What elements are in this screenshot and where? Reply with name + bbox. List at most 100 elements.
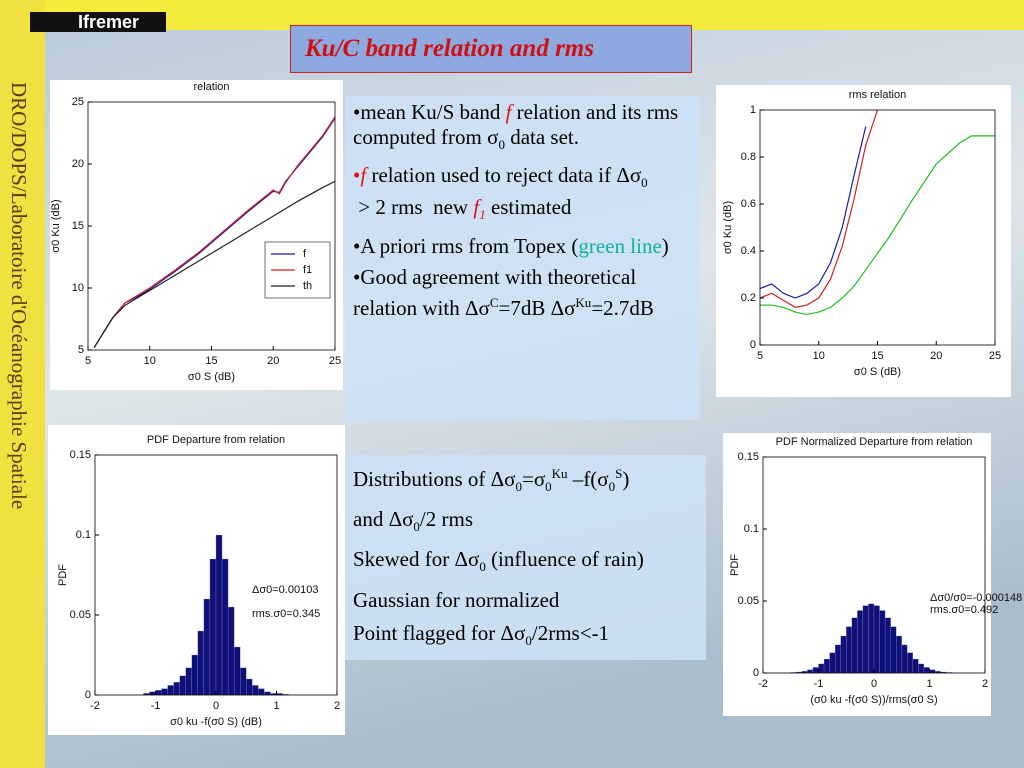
- x-tick-label: 15: [871, 350, 883, 362]
- text: =σ: [522, 467, 546, 491]
- y-tick-label: 0: [85, 689, 91, 701]
- bullet: •Good agreement with theoretical relatio…: [353, 265, 692, 321]
- legend-label: th: [303, 280, 312, 292]
- histogram-bar: [879, 610, 886, 674]
- text: •mean Ku/S band: [353, 100, 506, 124]
- histogram-bar: [240, 667, 247, 696]
- x-axis-label: σ0 S (dB): [854, 366, 901, 378]
- text: /2rms<-1: [531, 620, 610, 645]
- chart-title: PDF Departure from relation: [147, 434, 285, 446]
- text: •A priori rms from Topex (: [353, 233, 579, 258]
- subscript: 0: [515, 479, 523, 495]
- subscript: 0: [525, 632, 532, 648]
- text: Distributions of Δσ: [353, 467, 516, 491]
- histogram-bar: [203, 598, 211, 696]
- histogram-bar: [197, 630, 205, 696]
- histogram-bar: [929, 669, 936, 674]
- histogram-bar: [851, 617, 858, 674]
- histogram-bar: [868, 603, 875, 674]
- sidebar: DRO/DOPS/Laboratoire d'Océanographie Spa…: [0, 30, 45, 768]
- y-axis-label: σ0 Ku (dB): [722, 201, 734, 254]
- text: Skewed for Δσ: [353, 547, 480, 572]
- text: and Δσ: [353, 507, 414, 532]
- series-line: [760, 135, 995, 316]
- side-band: [0, 0, 45, 768]
- x-tick-label: 0: [213, 700, 219, 712]
- text: =2.7dB: [591, 295, 654, 320]
- text: Gaussian for normalized: [353, 587, 560, 612]
- bullet: •f relation used to reject data if Δσ0 >…: [353, 163, 692, 227]
- histogram-bar: [829, 652, 836, 674]
- subscript: 0: [413, 519, 420, 535]
- superscript: Ku: [575, 294, 592, 310]
- x-tick-label: -2: [758, 678, 768, 690]
- histogram-bar: [890, 626, 897, 674]
- subscript: 0: [498, 137, 505, 153]
- y-axis-label: σ0 Ku (dB): [50, 199, 62, 252]
- symbol: f: [505, 100, 512, 124]
- text: ): [622, 467, 630, 491]
- y-tick-label: 0: [753, 667, 759, 679]
- superscript: Ku: [551, 466, 568, 481]
- series-line: [93, 116, 336, 348]
- histogram-bar: [191, 654, 199, 696]
- histogram-bar: [252, 685, 259, 696]
- logo: Ifremer: [30, 12, 166, 32]
- line: Skewed for Δσ0 (influence of rain): [353, 547, 698, 579]
- histogram-bar: [862, 605, 869, 674]
- x-axis-label: σ0 S (dB): [188, 371, 235, 383]
- line: Distributions of Δσ0=σ0Ku –f(σ0S): [353, 461, 698, 499]
- y-tick-label: 15: [72, 220, 84, 232]
- histogram-bar: [173, 682, 180, 696]
- text: ): [661, 233, 669, 258]
- y-tick-label: 0.1: [76, 529, 91, 541]
- histogram-bar: [807, 669, 814, 674]
- subscript: 0: [545, 479, 552, 495]
- text-box: •mean Ku/S band f relation and its rms c…: [345, 96, 700, 420]
- text: data set.: [504, 125, 580, 149]
- histogram-bar: [221, 558, 229, 696]
- histogram-bar: [209, 558, 217, 696]
- histogram-bar: [179, 675, 186, 696]
- text: Point flagged for Δσ: [353, 620, 526, 645]
- histogram-bar: [923, 667, 930, 674]
- text: –f(σ: [567, 467, 609, 491]
- x-tick-label: -2: [90, 700, 100, 712]
- histogram-bar: [233, 646, 241, 696]
- histogram-bar: [149, 691, 156, 696]
- line: and Δσ0/2 rms: [353, 507, 698, 539]
- y-tick-label: 10: [72, 282, 84, 294]
- x-tick-label: 15: [205, 355, 217, 367]
- histogram-bar: [215, 534, 223, 696]
- histogram-bar: [896, 635, 902, 674]
- histogram-bar: [818, 663, 825, 674]
- y-tick-label: 5: [78, 344, 84, 356]
- text: =7dB Δσ: [498, 295, 576, 320]
- text: (influence of rain): [485, 547, 644, 572]
- histogram-bar: [918, 663, 925, 674]
- x-tick-label: 10: [813, 350, 825, 362]
- y-tick-label: 20: [72, 158, 84, 170]
- histogram-bar: [227, 606, 235, 696]
- bullet-mark: •: [353, 163, 361, 188]
- superscript: C: [489, 294, 499, 310]
- legend-label: f: [303, 248, 307, 260]
- histogram-bar: [835, 644, 841, 674]
- x-tick-label: 2: [334, 700, 340, 712]
- y-tick-label: 0.4: [741, 245, 756, 257]
- sidebar-text: DRO/DOPS/Laboratoire d'Océanographie Spa…: [7, 82, 31, 510]
- legend-label: f1: [303, 264, 312, 276]
- x-axis-label: σ0 ku -f(σ0 S) (dB): [170, 716, 262, 728]
- x-tick-label: 1: [926, 678, 932, 690]
- x-axis-label: (σ0 ku -f(σ0 S))/rms(σ0 S): [810, 694, 937, 706]
- y-tick-label: 0.8: [741, 151, 756, 163]
- x-tick-label: 20: [930, 350, 942, 362]
- histogram-bar: [907, 652, 913, 674]
- symbol: f: [360, 163, 367, 188]
- histogram-bar: [846, 626, 852, 674]
- histogram-bar: [884, 617, 891, 674]
- highlight: green line: [578, 233, 662, 258]
- histogram-bar: [840, 635, 847, 674]
- line: Gaussian for normalized: [353, 588, 698, 613]
